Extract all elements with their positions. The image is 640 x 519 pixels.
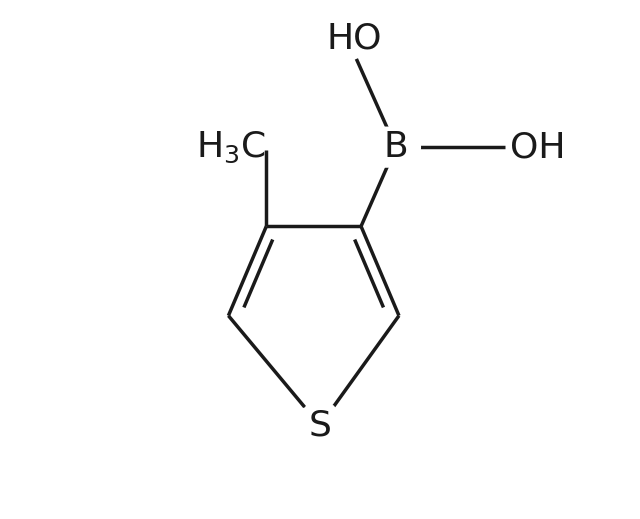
Text: HO: HO [327,21,383,55]
Ellipse shape [371,128,421,167]
Text: H$_3$C: H$_3$C [196,130,266,165]
Text: OH: OH [509,130,565,164]
Text: S: S [308,408,332,443]
Text: B: B [383,130,408,164]
Ellipse shape [287,405,353,446]
